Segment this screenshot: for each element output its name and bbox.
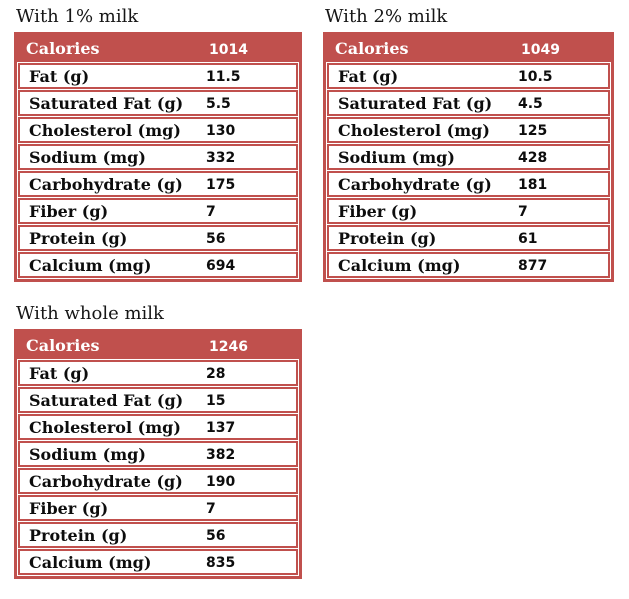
table-row: Protein (g) 61	[327, 225, 610, 251]
row-value: 835	[206, 555, 236, 571]
row-label: Fat (g)	[29, 363, 90, 383]
row-label: Carbohydrate (g)	[29, 471, 183, 491]
row-value: 332	[206, 150, 236, 166]
table-row: Cholesterol (mg) 125	[327, 117, 610, 143]
nutrition-table-1pct-milk: Calories 1014 Fat (g) 11.5 Saturated Fat…	[14, 32, 302, 282]
table-row: Calcium (mg) 835	[18, 549, 298, 575]
row-value: 175	[206, 177, 236, 193]
header-value: 1246	[209, 338, 248, 355]
table-row: Fiber (g) 7	[18, 198, 298, 224]
table-header-row: Calories 1014	[17, 35, 299, 62]
table-row: Protein (g) 56	[18, 225, 298, 251]
table-row: Sodium (mg) 382	[18, 441, 298, 467]
row-value: 137	[206, 420, 236, 436]
row-value: 28	[206, 366, 226, 382]
nutrition-table-whole-milk: Calories 1246 Fat (g) 28 Saturated Fat (…	[14, 329, 302, 579]
row-label: Fat (g)	[338, 66, 399, 86]
row-label: Carbohydrate (g)	[29, 174, 183, 194]
table-row: Cholesterol (mg) 130	[18, 117, 298, 143]
row-value: 382	[206, 447, 236, 463]
row-label: Sodium (mg)	[29, 147, 146, 167]
row-value: 7	[206, 204, 216, 220]
row-label: Cholesterol (mg)	[29, 417, 181, 437]
table-row: Fat (g) 10.5	[327, 63, 610, 89]
table-block-2pct-milk: With 2% milk Calories 1049 Fat (g) 10.5 …	[323, 5, 614, 282]
table-block-1pct-milk: With 1% milk Calories 1014 Fat (g) 11.5 …	[14, 5, 302, 282]
row-label: Fiber (g)	[338, 201, 418, 221]
row-label: Calcium (mg)	[338, 255, 461, 275]
table-row: Cholesterol (mg) 137	[18, 414, 298, 440]
row-label: Cholesterol (mg)	[338, 120, 490, 140]
row-value: 10.5	[518, 69, 553, 85]
row-value: 877	[518, 258, 548, 274]
row-label: Protein (g)	[29, 228, 128, 248]
table-block-whole-milk: With whole milk Calories 1246 Fat (g) 28…	[14, 302, 302, 579]
table-header-row: Calories 1246	[17, 332, 299, 359]
row-value: 7	[206, 501, 216, 517]
row-value: 56	[206, 528, 226, 544]
row-label: Sodium (mg)	[338, 147, 455, 167]
table-row: Carbohydrate (g) 190	[18, 468, 298, 494]
table-row: Protein (g) 56	[18, 522, 298, 548]
row-label: Cholesterol (mg)	[29, 120, 181, 140]
row-label: Calcium (mg)	[29, 255, 152, 275]
table-row: Sodium (mg) 428	[327, 144, 610, 170]
table-row: Carbohydrate (g) 181	[327, 171, 610, 197]
header-value: 1049	[521, 41, 560, 58]
row-value: 181	[518, 177, 548, 193]
header-label: Calories	[335, 39, 409, 58]
table-row: Saturated Fat (g) 5.5	[18, 90, 298, 116]
row-label: Calcium (mg)	[29, 552, 152, 572]
row-label: Saturated Fat (g)	[29, 390, 184, 410]
table-row: Fiber (g) 7	[18, 495, 298, 521]
table-row: Fiber (g) 7	[327, 198, 610, 224]
row-value: 61	[518, 231, 538, 247]
row-label: Sodium (mg)	[29, 444, 146, 464]
row-label: Fat (g)	[29, 66, 90, 86]
row-label: Saturated Fat (g)	[29, 93, 184, 113]
row-label: Fiber (g)	[29, 201, 109, 221]
header-label: Calories	[26, 39, 100, 58]
table-row: Sodium (mg) 332	[18, 144, 298, 170]
table-title-whole-milk: With whole milk	[16, 303, 164, 324]
row-label: Fiber (g)	[29, 498, 109, 518]
row-value: 15	[206, 393, 226, 409]
table-row: Saturated Fat (g) 15	[18, 387, 298, 413]
row-value: 11.5	[206, 69, 241, 85]
row-value: 4.5	[518, 96, 543, 112]
row-label: Protein (g)	[29, 525, 128, 545]
table-title-2pct-milk: With 2% milk	[325, 6, 448, 27]
table-row: Fat (g) 11.5	[18, 63, 298, 89]
row-value: 5.5	[206, 96, 231, 112]
row-value: 190	[206, 474, 236, 490]
table-header-row: Calories 1049	[326, 35, 611, 62]
header-label: Calories	[26, 336, 100, 355]
row-label: Carbohydrate (g)	[338, 174, 492, 194]
nutrition-table-2pct-milk: Calories 1049 Fat (g) 10.5 Saturated Fat…	[323, 32, 614, 282]
table-row: Calcium (mg) 877	[327, 252, 610, 278]
row-value: 694	[206, 258, 236, 274]
row-value: 125	[518, 123, 548, 139]
table-row: Saturated Fat (g) 4.5	[327, 90, 610, 116]
table-title-1pct-milk: With 1% milk	[16, 6, 139, 27]
row-value: 7	[518, 204, 528, 220]
header-value: 1014	[209, 41, 248, 58]
table-row: Carbohydrate (g) 175	[18, 171, 298, 197]
table-row: Calcium (mg) 694	[18, 252, 298, 278]
row-value: 56	[206, 231, 226, 247]
row-label: Saturated Fat (g)	[338, 93, 493, 113]
row-value: 130	[206, 123, 236, 139]
table-row: Fat (g) 28	[18, 360, 298, 386]
row-value: 428	[518, 150, 548, 166]
row-label: Protein (g)	[338, 228, 437, 248]
